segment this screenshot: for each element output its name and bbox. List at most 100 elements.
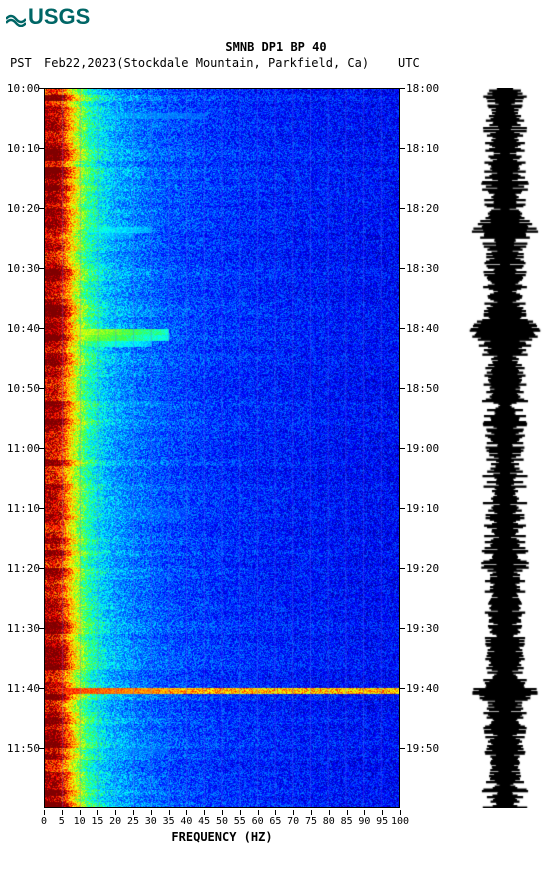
y-tick-right: 19:00 xyxy=(406,442,446,455)
tick-mark xyxy=(44,810,45,815)
tick-mark xyxy=(329,810,330,815)
tick-mark xyxy=(400,508,405,509)
tick-mark xyxy=(222,810,223,815)
y-tick-left: 11:50 xyxy=(0,742,40,755)
tick-mark xyxy=(400,448,405,449)
tick-mark xyxy=(400,88,405,89)
x-tick-label: 50 xyxy=(216,816,228,827)
tick-mark xyxy=(293,810,294,815)
tick-mark xyxy=(400,208,405,209)
tick-mark xyxy=(400,810,401,815)
x-tick-label: 65 xyxy=(269,816,281,827)
chart-title: SMNB DP1 BP 40 xyxy=(0,40,552,54)
tick-mark xyxy=(151,810,152,815)
y-tick-left: 10:50 xyxy=(0,382,40,395)
spectrogram-canvas xyxy=(45,89,399,807)
x-tick-label: 20 xyxy=(109,816,121,827)
spectrogram-plot xyxy=(44,88,400,808)
y-tick-left: 11:00 xyxy=(0,442,40,455)
tick-mark xyxy=(400,388,405,389)
tick-mark xyxy=(400,688,405,689)
tick-mark xyxy=(347,810,348,815)
tick-mark xyxy=(311,810,312,815)
y-tick-left: 10:30 xyxy=(0,262,40,275)
y-tick-left: 10:40 xyxy=(0,322,40,335)
usgs-logo: USGS xyxy=(6,4,90,30)
y-tick-right: 19:30 xyxy=(406,622,446,635)
tick-mark xyxy=(169,810,170,815)
tick-mark xyxy=(39,88,44,89)
wave-icon xyxy=(6,7,26,27)
y-tick-left: 10:20 xyxy=(0,202,40,215)
x-tick-label: 45 xyxy=(198,816,210,827)
x-tick-label: 100 xyxy=(391,816,409,827)
tick-mark xyxy=(39,508,44,509)
y-tick-right: 19:40 xyxy=(406,682,446,695)
tick-mark xyxy=(133,810,134,815)
x-tick-label: 55 xyxy=(234,816,246,827)
x-tick-label: 5 xyxy=(59,816,65,827)
y-tick-right: 18:10 xyxy=(406,142,446,155)
logo-text: USGS xyxy=(28,4,90,30)
tick-mark xyxy=(400,148,405,149)
x-tick-label: 60 xyxy=(252,816,264,827)
date-location: Feb22,2023(Stockdale Mountain, Parkfield… xyxy=(44,56,369,70)
tick-mark xyxy=(39,268,44,269)
tick-mark xyxy=(39,208,44,209)
tick-mark xyxy=(400,568,405,569)
y-tick-right: 19:50 xyxy=(406,742,446,755)
x-tick-label: 95 xyxy=(376,816,388,827)
y-tick-right: 19:20 xyxy=(406,562,446,575)
y-tick-left: 10:10 xyxy=(0,142,40,155)
tick-mark xyxy=(39,388,44,389)
tick-mark xyxy=(39,148,44,149)
tick-mark xyxy=(258,810,259,815)
y-tick-right: 18:20 xyxy=(406,202,446,215)
tick-mark xyxy=(275,810,276,815)
y-tick-left: 10:00 xyxy=(0,82,40,95)
tick-mark xyxy=(186,810,187,815)
y-tick-left: 11:20 xyxy=(0,562,40,575)
tick-mark xyxy=(39,568,44,569)
y-tick-left: 11:10 xyxy=(0,502,40,515)
y-tick-right: 19:10 xyxy=(406,502,446,515)
tick-mark xyxy=(400,328,405,329)
x-tick-label: 10 xyxy=(74,816,86,827)
tick-mark xyxy=(400,268,405,269)
tick-mark xyxy=(204,810,205,815)
x-tick-label: 15 xyxy=(91,816,103,827)
x-tick-label: 35 xyxy=(163,816,175,827)
x-tick-label: 0 xyxy=(41,816,47,827)
tick-mark xyxy=(39,748,44,749)
waveform-plot xyxy=(465,88,545,808)
tz-left-label: PST xyxy=(10,56,32,70)
tick-mark xyxy=(39,328,44,329)
waveform-canvas xyxy=(465,88,545,808)
y-tick-right: 18:30 xyxy=(406,262,446,275)
tick-mark xyxy=(115,810,116,815)
y-tick-left: 11:30 xyxy=(0,622,40,635)
y-tick-left: 11:40 xyxy=(0,682,40,695)
x-tick-label: 80 xyxy=(323,816,335,827)
tz-right-label: UTC xyxy=(398,56,420,70)
tick-mark xyxy=(240,810,241,815)
tick-mark xyxy=(62,810,63,815)
tick-mark xyxy=(97,810,98,815)
tick-mark xyxy=(39,628,44,629)
tick-mark xyxy=(80,810,81,815)
x-tick-label: 40 xyxy=(180,816,192,827)
tick-mark xyxy=(39,448,44,449)
tick-mark xyxy=(400,628,405,629)
y-tick-right: 18:00 xyxy=(406,82,446,95)
tick-mark xyxy=(382,810,383,815)
x-tick-label: 90 xyxy=(358,816,370,827)
x-tick-label: 75 xyxy=(305,816,317,827)
tick-mark xyxy=(39,688,44,689)
x-tick-label: 85 xyxy=(341,816,353,827)
y-tick-right: 18:40 xyxy=(406,322,446,335)
y-tick-right: 18:50 xyxy=(406,382,446,395)
x-tick-label: 70 xyxy=(287,816,299,827)
x-axis-label: FREQUENCY (HZ) xyxy=(44,830,400,844)
x-tick-label: 25 xyxy=(127,816,139,827)
tick-mark xyxy=(364,810,365,815)
